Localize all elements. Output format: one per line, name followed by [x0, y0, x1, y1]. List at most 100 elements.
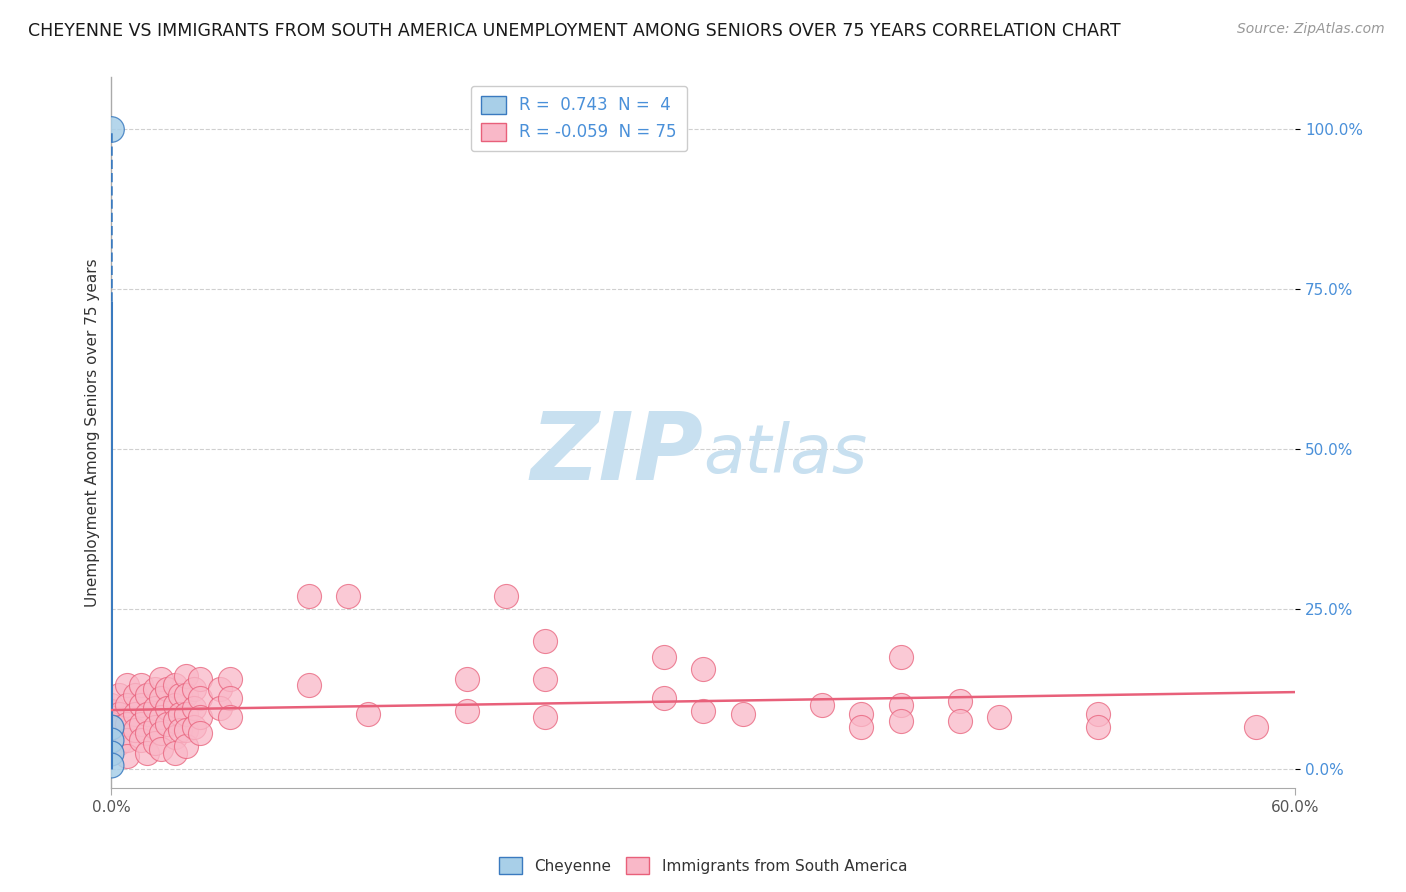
Point	[135, 688, 157, 702]
Point	[188, 710, 211, 724]
Point	[849, 720, 872, 734]
Y-axis label: Unemployment Among Seniors over 75 years: Unemployment Among Seniors over 75 years	[86, 259, 100, 607]
Point	[129, 732, 152, 747]
Point	[218, 672, 240, 686]
Point	[124, 707, 146, 722]
Point	[143, 700, 166, 714]
Text: atlas: atlas	[703, 421, 868, 487]
Point	[652, 649, 675, 664]
Point	[890, 649, 912, 664]
Text: CHEYENNE VS IMMIGRANTS FROM SOUTH AMERICA UNEMPLOYMENT AMONG SENIORS OVER 75 YEA: CHEYENNE VS IMMIGRANTS FROM SOUTH AMERIC…	[28, 22, 1121, 40]
Point	[1244, 720, 1267, 734]
Point	[176, 723, 198, 738]
Point	[208, 700, 231, 714]
Point	[100, 698, 122, 712]
Point	[100, 746, 122, 760]
Point	[108, 707, 131, 722]
Point	[456, 704, 478, 718]
Point	[988, 710, 1011, 724]
Point	[176, 669, 198, 683]
Point	[115, 678, 138, 692]
Point	[115, 748, 138, 763]
Point	[176, 707, 198, 722]
Point	[124, 723, 146, 738]
Point	[208, 681, 231, 696]
Point	[156, 716, 179, 731]
Point	[100, 704, 122, 718]
Point	[692, 704, 714, 718]
Point	[890, 698, 912, 712]
Point	[163, 746, 186, 760]
Point	[115, 698, 138, 712]
Point	[100, 739, 122, 754]
Point	[652, 691, 675, 706]
Point	[135, 707, 157, 722]
Point	[156, 681, 179, 696]
Point	[169, 723, 191, 738]
Point	[810, 698, 832, 712]
Point	[188, 726, 211, 740]
Point	[1087, 707, 1109, 722]
Point	[100, 720, 122, 734]
Point	[176, 739, 198, 754]
Point	[115, 716, 138, 731]
Point	[100, 121, 122, 136]
Text: ZIP: ZIP	[530, 408, 703, 500]
Point	[108, 688, 131, 702]
Point	[456, 672, 478, 686]
Point	[218, 710, 240, 724]
Point	[129, 716, 152, 731]
Point	[337, 589, 360, 603]
Point	[183, 681, 205, 696]
Point	[149, 691, 172, 706]
Point	[183, 720, 205, 734]
Legend: Cheyenne, Immigrants from South America: Cheyenne, Immigrants from South America	[494, 851, 912, 880]
Point	[108, 736, 131, 750]
Point	[731, 707, 754, 722]
Point	[890, 714, 912, 728]
Point	[183, 700, 205, 714]
Point	[163, 678, 186, 692]
Point	[949, 694, 972, 708]
Point	[534, 633, 557, 648]
Legend: R =  0.743  N =  4, R = -0.059  N = 75: R = 0.743 N = 4, R = -0.059 N = 75	[471, 86, 688, 152]
Point	[156, 700, 179, 714]
Point	[143, 720, 166, 734]
Point	[534, 710, 557, 724]
Point	[100, 726, 122, 740]
Point	[495, 589, 517, 603]
Point	[100, 758, 122, 772]
Point	[218, 691, 240, 706]
Point	[108, 720, 131, 734]
Point	[115, 732, 138, 747]
Point	[149, 726, 172, 740]
Point	[692, 662, 714, 676]
Point	[163, 730, 186, 744]
Point	[169, 688, 191, 702]
Point	[129, 698, 152, 712]
Point	[188, 691, 211, 706]
Point	[100, 732, 122, 747]
Point	[188, 672, 211, 686]
Point	[169, 707, 191, 722]
Point	[143, 681, 166, 696]
Point	[149, 710, 172, 724]
Point	[100, 716, 122, 731]
Point	[143, 736, 166, 750]
Point	[1087, 720, 1109, 734]
Point	[135, 746, 157, 760]
Point	[149, 672, 172, 686]
Point	[163, 714, 186, 728]
Point	[149, 742, 172, 756]
Point	[176, 688, 198, 702]
Point	[357, 707, 380, 722]
Point	[534, 672, 557, 686]
Point	[124, 688, 146, 702]
Point	[129, 678, 152, 692]
Point	[135, 726, 157, 740]
Text: Source: ZipAtlas.com: Source: ZipAtlas.com	[1237, 22, 1385, 37]
Point	[298, 678, 321, 692]
Point	[849, 707, 872, 722]
Point	[163, 698, 186, 712]
Point	[298, 589, 321, 603]
